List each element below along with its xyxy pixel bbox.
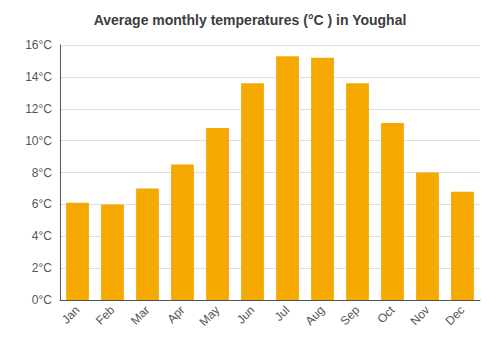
svg-text:12°C: 12°C	[25, 102, 52, 116]
svg-text:Sep: Sep	[337, 303, 362, 328]
svg-text:Aug: Aug	[302, 303, 327, 328]
svg-text:Jun: Jun	[234, 303, 258, 327]
svg-text:Jan: Jan	[59, 303, 83, 327]
svg-text:6°C: 6°C	[32, 197, 52, 211]
svg-text:May: May	[197, 303, 223, 329]
svg-text:14°C: 14°C	[25, 70, 52, 84]
svg-text:Dec: Dec	[442, 303, 467, 328]
svg-text:0°C: 0°C	[32, 293, 52, 307]
svg-text:Apr: Apr	[164, 303, 187, 326]
svg-text:Mar: Mar	[128, 303, 153, 327]
svg-text:10°C: 10°C	[25, 134, 52, 148]
svg-text:8°C: 8°C	[32, 166, 52, 180]
svg-text:Feb: Feb	[93, 303, 118, 328]
svg-text:Average monthly temperatures (: Average monthly temperatures (°C ) in Yo…	[94, 12, 407, 28]
svg-text:Jul: Jul	[272, 303, 293, 324]
svg-text:16°C: 16°C	[25, 38, 52, 52]
svg-text:4°C: 4°C	[32, 229, 52, 243]
svg-text:Oct: Oct	[374, 303, 398, 327]
svg-text:2°C: 2°C	[32, 261, 52, 275]
svg-text:Nov: Nov	[407, 303, 432, 328]
